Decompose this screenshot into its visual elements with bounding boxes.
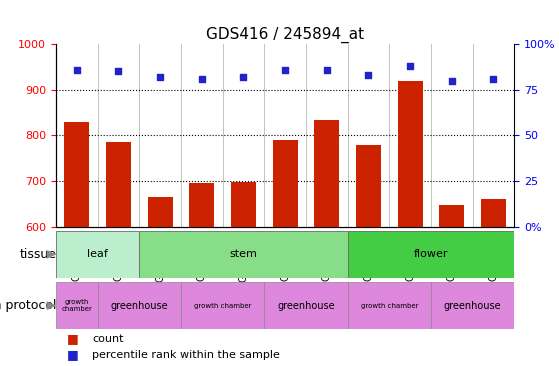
Bar xyxy=(181,282,264,329)
Bar xyxy=(56,231,139,278)
Point xyxy=(197,76,206,82)
Bar xyxy=(431,231,472,278)
Text: percentile rank within the sample: percentile rank within the sample xyxy=(92,350,280,360)
Text: greenhouse: greenhouse xyxy=(277,300,335,311)
Bar xyxy=(348,282,431,329)
Bar xyxy=(139,231,348,278)
Point xyxy=(447,78,456,83)
Bar xyxy=(190,183,214,366)
Bar xyxy=(314,120,339,366)
Bar xyxy=(306,231,348,278)
Text: growth chamber: growth chamber xyxy=(194,303,252,309)
Bar xyxy=(439,205,465,366)
Bar xyxy=(56,231,98,278)
Bar xyxy=(231,182,256,366)
Text: growth protocol: growth protocol xyxy=(0,299,56,312)
Bar xyxy=(148,197,173,366)
Text: greenhouse: greenhouse xyxy=(444,300,501,311)
Point xyxy=(239,74,248,80)
Bar xyxy=(389,231,431,278)
Text: leaf: leaf xyxy=(87,249,108,259)
Bar xyxy=(181,231,222,278)
Text: flower: flower xyxy=(414,249,448,259)
Bar xyxy=(356,145,381,366)
Bar xyxy=(64,122,89,366)
Bar xyxy=(431,282,514,329)
Bar xyxy=(273,140,297,366)
Bar xyxy=(348,231,389,278)
Text: greenhouse: greenhouse xyxy=(111,300,168,311)
Title: GDS416 / 245894_at: GDS416 / 245894_at xyxy=(206,26,364,42)
Point xyxy=(281,67,290,72)
Bar xyxy=(348,231,514,278)
Bar xyxy=(481,199,506,366)
Bar xyxy=(98,231,139,278)
Bar xyxy=(222,231,264,278)
Bar xyxy=(264,282,348,329)
Bar xyxy=(397,81,423,366)
Point xyxy=(155,74,164,80)
Bar xyxy=(139,231,181,278)
Text: growth chamber: growth chamber xyxy=(361,303,418,309)
Text: stem: stem xyxy=(230,249,257,259)
Point xyxy=(323,67,331,72)
Point xyxy=(406,63,415,69)
Bar xyxy=(472,231,514,278)
Point xyxy=(72,67,81,72)
Point xyxy=(489,76,498,82)
Text: growth
chamber: growth chamber xyxy=(61,299,92,312)
Bar xyxy=(106,142,131,366)
Text: count: count xyxy=(92,333,124,344)
Text: ■: ■ xyxy=(67,332,79,345)
Point xyxy=(364,72,373,78)
Bar xyxy=(264,231,306,278)
Point xyxy=(114,68,123,74)
Bar xyxy=(56,282,98,329)
Text: tissue: tissue xyxy=(20,248,56,261)
Bar xyxy=(98,282,181,329)
Text: ■: ■ xyxy=(67,348,79,362)
